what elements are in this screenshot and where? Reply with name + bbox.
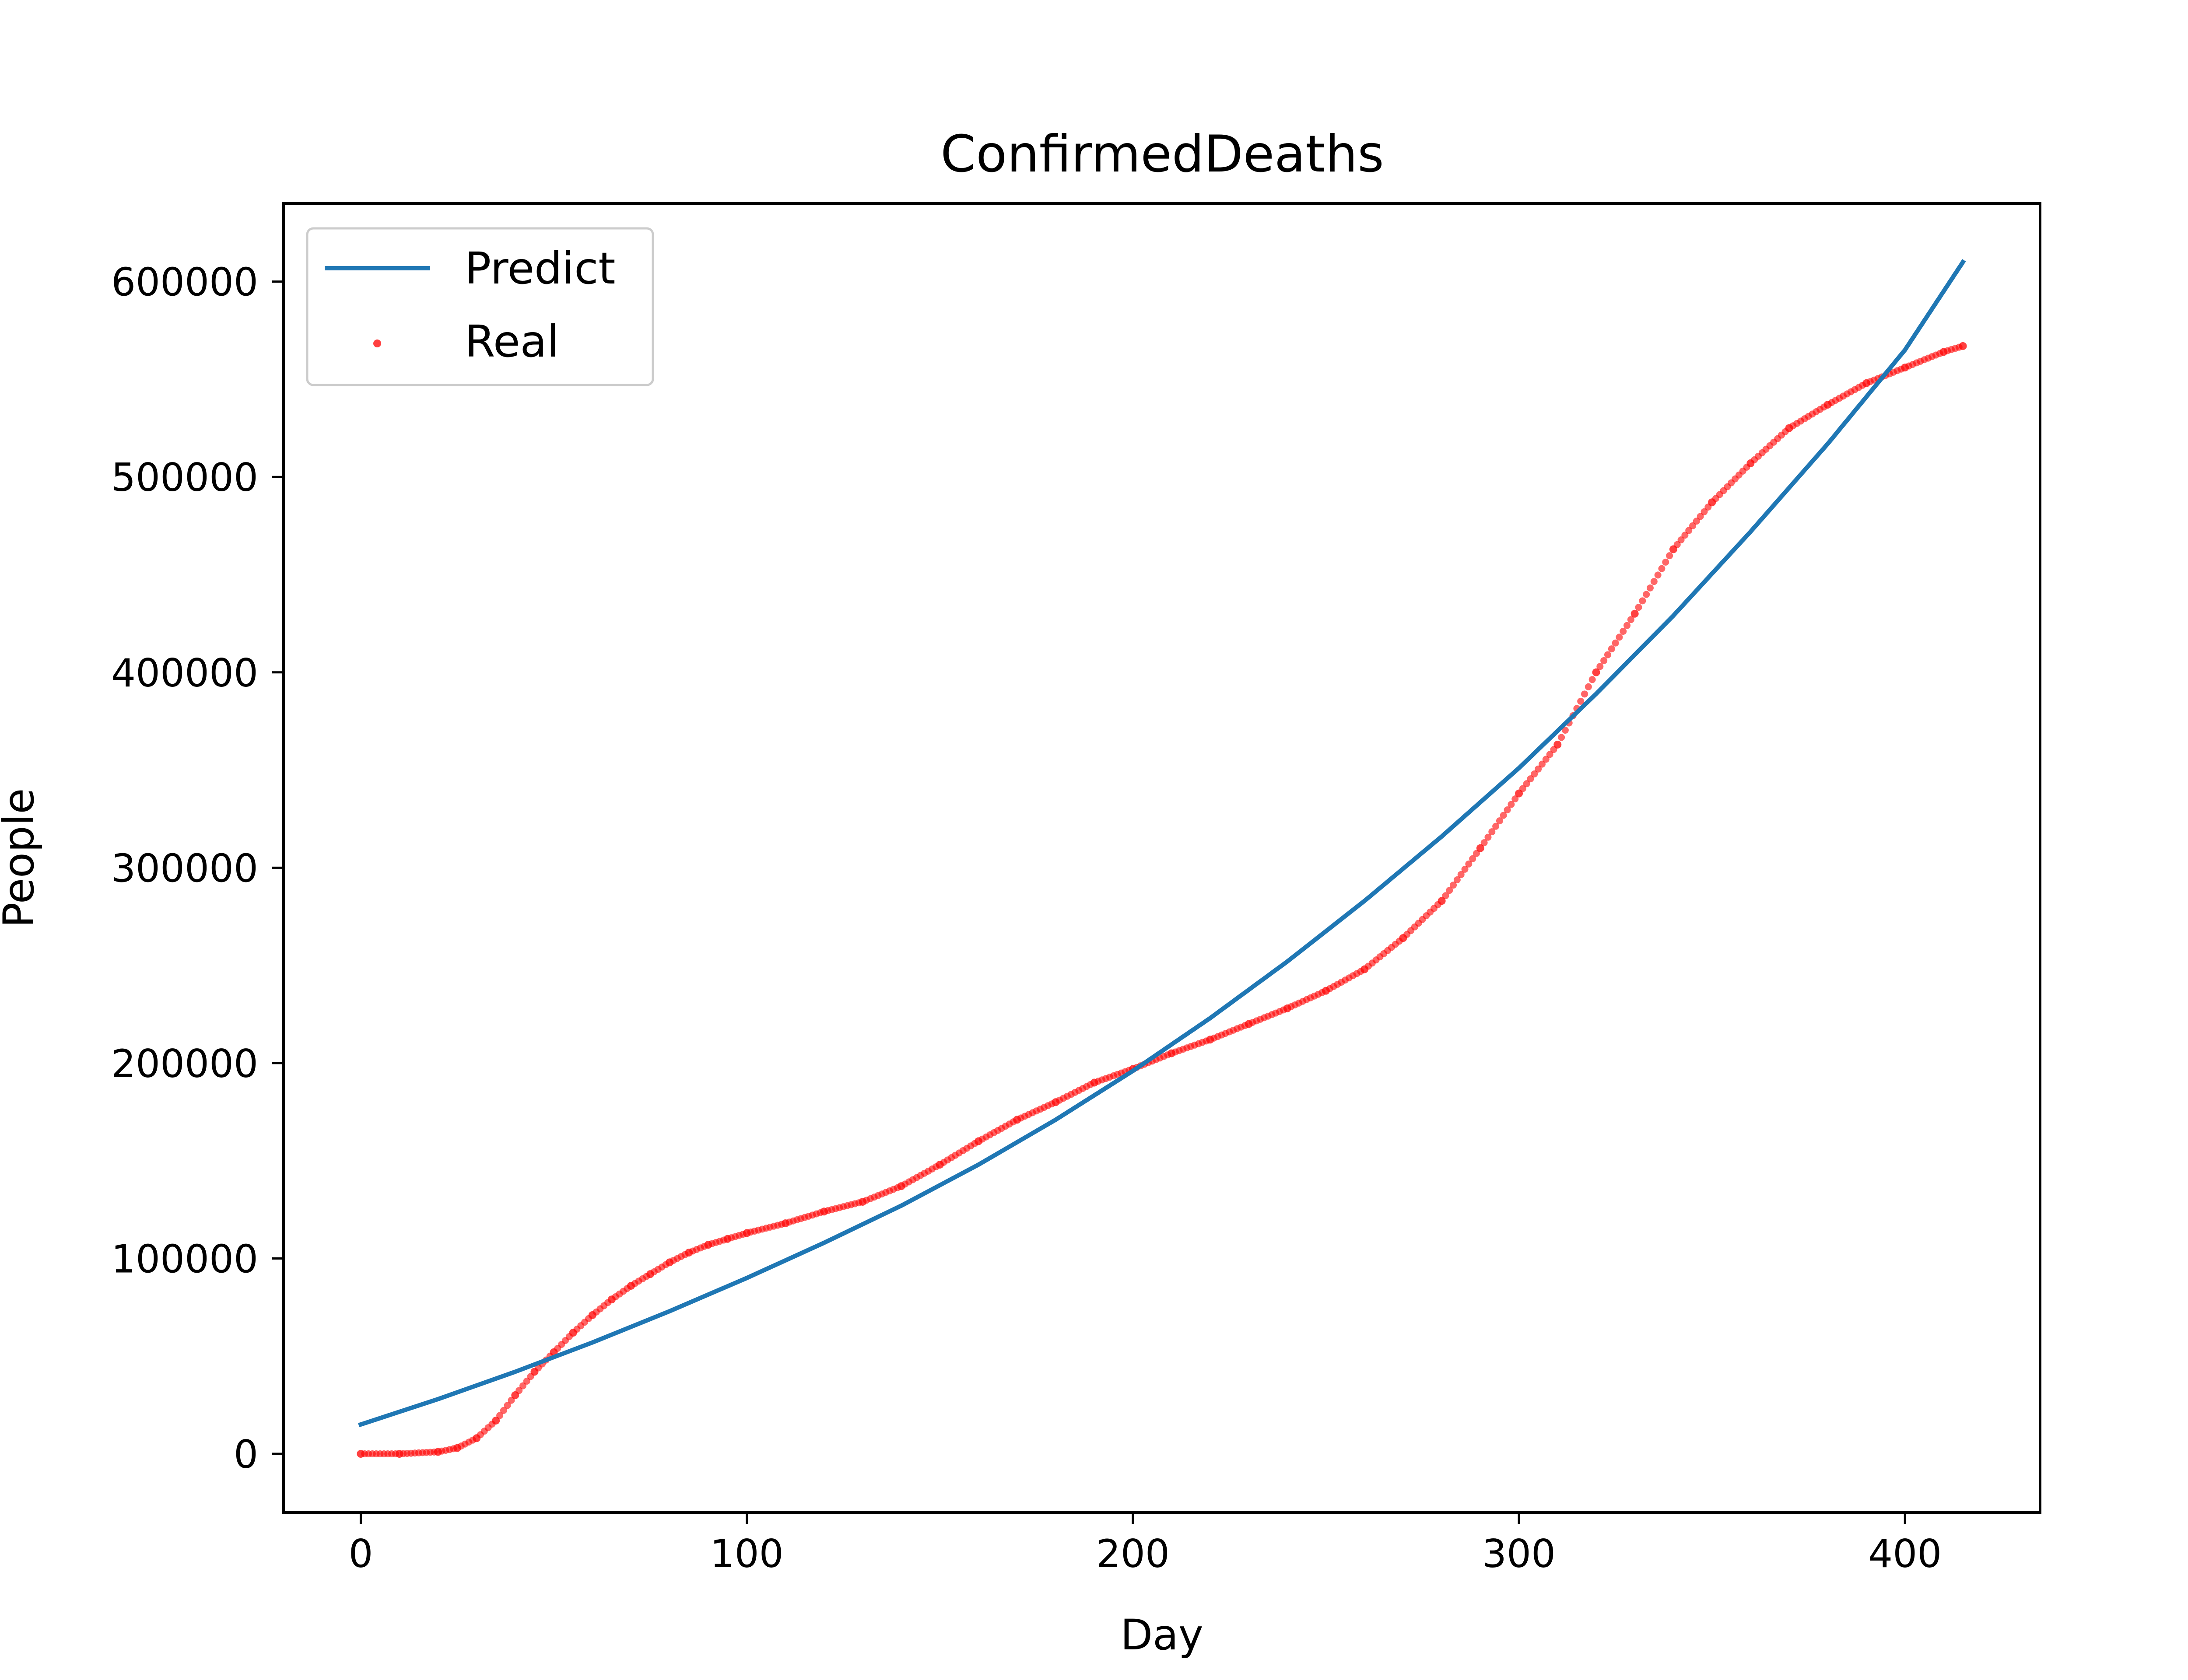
real-point-interp: [1500, 812, 1507, 819]
real-point-interp: [1492, 822, 1500, 830]
x-tick-label: 100: [710, 1531, 784, 1576]
real-point-interp: [1643, 591, 1650, 598]
real-point: [1476, 844, 1484, 852]
x-axis: 0 100 200 300 400: [348, 1512, 1942, 1576]
real-point-interp: [523, 1377, 530, 1385]
real-point-interp: [1484, 833, 1492, 841]
real-point: [1438, 897, 1446, 905]
series-layer: [357, 259, 1967, 1458]
real-point-interp: [1480, 839, 1488, 847]
legend-real-marker: [373, 340, 381, 347]
real-point: [1630, 609, 1639, 618]
y-tick-label: 100000: [111, 1236, 258, 1281]
chart-title: ConfirmedDeaths: [940, 125, 1384, 184]
real-point-interp: [1457, 871, 1465, 878]
real-point: [492, 1417, 500, 1425]
real-point-interp: [1542, 756, 1550, 763]
real-point-interp: [1442, 892, 1449, 900]
real-point-interp: [1635, 604, 1642, 611]
predict-line: [358, 259, 1966, 1428]
real-point: [1592, 668, 1600, 676]
y-tick-label: 300000: [111, 846, 258, 891]
real-point-interp: [1558, 734, 1565, 741]
y-tick-label: 400000: [111, 651, 258, 696]
y-tick-label: 500000: [111, 455, 258, 500]
real-point-interp: [1681, 532, 1689, 539]
real-point-interp: [1600, 657, 1608, 664]
real-point-interp: [515, 1387, 523, 1394]
y-axis-label: People: [0, 788, 43, 928]
real-point-interp: [1662, 558, 1669, 566]
real-point-interp: [1461, 865, 1469, 873]
real-point-interp: [1473, 850, 1480, 857]
real-point-interp: [500, 1407, 507, 1414]
real-point-interp: [1697, 513, 1704, 520]
real-point-interp: [1658, 565, 1666, 572]
y-tick-label: 600000: [111, 260, 258, 305]
real-point-interp: [1453, 876, 1461, 884]
plot-frame: [282, 202, 2041, 1514]
real-point-interp: [1504, 806, 1511, 814]
real-point-interp: [1689, 522, 1697, 529]
real-point: [1959, 342, 1967, 350]
real-point-interp: [1465, 860, 1473, 868]
real-point-interp: [1654, 571, 1662, 579]
x-tick-label: 300: [1482, 1531, 1556, 1576]
real-point-interp: [1639, 597, 1646, 605]
x-axis-label: Day: [1120, 1610, 1203, 1659]
real-point-interp: [1561, 726, 1569, 734]
real-point-interp: [1538, 760, 1546, 768]
real-point-interp: [1685, 527, 1693, 534]
real-point-interp: [1508, 801, 1515, 808]
legend-real-label: Real: [465, 316, 559, 367]
x-tick-label: 200: [1096, 1531, 1170, 1576]
real-point-interp: [1650, 578, 1658, 585]
legend-predict-label: Predict: [465, 243, 615, 294]
real-point-interp: [508, 1396, 515, 1404]
real-point-interp: [504, 1402, 511, 1409]
real-point-interp: [519, 1382, 526, 1390]
real-point-interp: [1496, 817, 1503, 825]
x-tick-label: 400: [1868, 1531, 1942, 1576]
real-point-interp: [1488, 828, 1496, 836]
real-point-interp: [1673, 541, 1681, 548]
real-point-interp: [1623, 622, 1631, 629]
y-axis: 0 100000 200000 300000 400000 500000 600000: [111, 260, 284, 1477]
real-point-interp: [1581, 690, 1588, 698]
real-point-interp: [1535, 765, 1542, 773]
real-point-interp: [1519, 785, 1526, 792]
real-point-interp: [1677, 536, 1685, 543]
real-point-interp: [1608, 645, 1615, 653]
real-point-interp: [1546, 751, 1553, 758]
real-point-interp: [1616, 634, 1623, 641]
real-point-interp: [1620, 627, 1627, 635]
real-point-interp: [1577, 697, 1585, 705]
real-point-interp: [1701, 508, 1708, 515]
real-series: [357, 342, 1967, 1458]
real-point-interp: [1446, 887, 1453, 894]
real-point-interp: [1527, 775, 1534, 783]
real-point-interp: [1627, 616, 1634, 623]
real-point-interp: [1646, 584, 1654, 592]
real-point-interp: [1511, 795, 1519, 803]
real-point-interp: [1596, 663, 1604, 670]
x-tick-label: 0: [348, 1531, 373, 1576]
real-point-interp: [1693, 518, 1700, 525]
real-point-interp: [1450, 882, 1457, 889]
real-point-interp: [1612, 639, 1619, 647]
real-point-interp: [1531, 770, 1538, 777]
y-tick-label: 200000: [111, 1041, 258, 1086]
real-point: [1553, 740, 1562, 749]
real-point-interp: [1469, 855, 1476, 862]
real-point-interp: [1604, 651, 1611, 658]
legend: Predict Real: [306, 227, 654, 386]
real-point-interp: [1585, 683, 1592, 690]
real-point-interp: [1666, 552, 1673, 560]
real-point-interp: [1523, 780, 1530, 788]
real-point-interp: [496, 1412, 504, 1419]
y-tick-label: 0: [234, 1432, 258, 1477]
real-point-interp: [1588, 676, 1596, 683]
